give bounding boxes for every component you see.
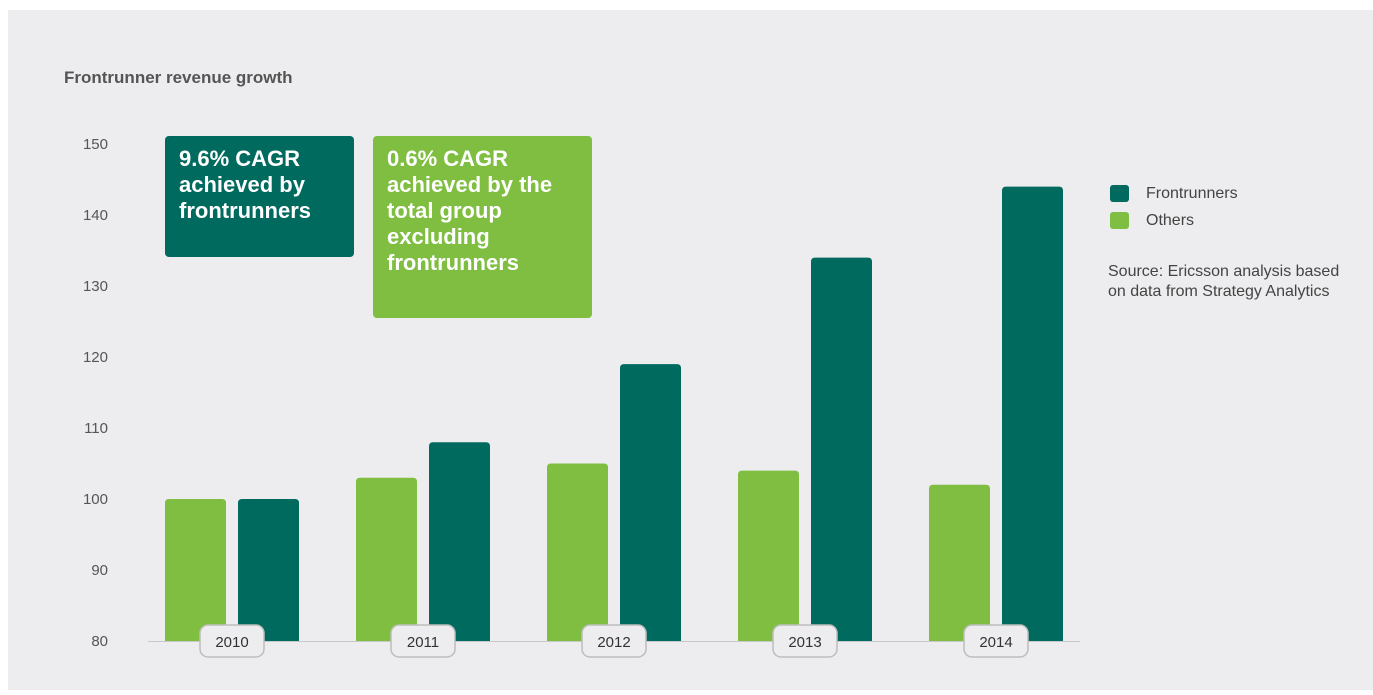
bar-frontrunners-2014 — [1002, 187, 1063, 641]
bar-others-2012 — [547, 464, 608, 642]
y-tick-label: 120 — [83, 349, 108, 366]
y-tick-label: 150 — [83, 136, 108, 153]
x-tick-label: 2012 — [597, 634, 630, 651]
y-tick-label: 90 — [91, 562, 108, 579]
legend-item-frontrunners: Frontrunners — [1110, 180, 1238, 207]
legend-swatch-frontrunners — [1110, 185, 1129, 202]
frontrunners-cagr-callout: 9.6% CAGR achieved by frontrunners — [165, 136, 354, 257]
legend-item-others: Others — [1110, 207, 1238, 234]
y-tick-label: 130 — [83, 278, 108, 295]
bar-others-2014 — [929, 485, 990, 641]
y-tick-label: 80 — [91, 633, 108, 650]
y-tick-label: 140 — [83, 207, 108, 224]
x-tick-label: 2010 — [215, 634, 248, 651]
y-tick-label: 110 — [84, 420, 108, 437]
y-tick-label: 100 — [83, 491, 108, 508]
source-note: Source: Ericsson analysis based on data … — [1108, 262, 1348, 302]
bar-others-2011 — [356, 478, 417, 641]
bar-others-2010 — [165, 499, 226, 641]
legend-label-frontrunners: Frontrunners — [1146, 185, 1238, 203]
x-tick-label: 2013 — [788, 634, 821, 651]
legend-swatch-others — [1110, 212, 1129, 229]
bar-frontrunners-2011 — [429, 442, 490, 641]
bar-frontrunners-2010 — [238, 499, 299, 641]
bar-others-2013 — [738, 471, 799, 641]
x-tick-label: 2011 — [407, 634, 439, 651]
others-cagr-callout: 0.6% CAGR achieved by the total group ex… — [373, 136, 592, 318]
legend-label-others: Others — [1146, 212, 1194, 230]
bar-frontrunners-2013 — [811, 258, 872, 641]
legend: Frontrunners Others — [1110, 180, 1238, 234]
x-tick-label: 2014 — [979, 634, 1012, 651]
bar-frontrunners-2012 — [620, 364, 681, 641]
